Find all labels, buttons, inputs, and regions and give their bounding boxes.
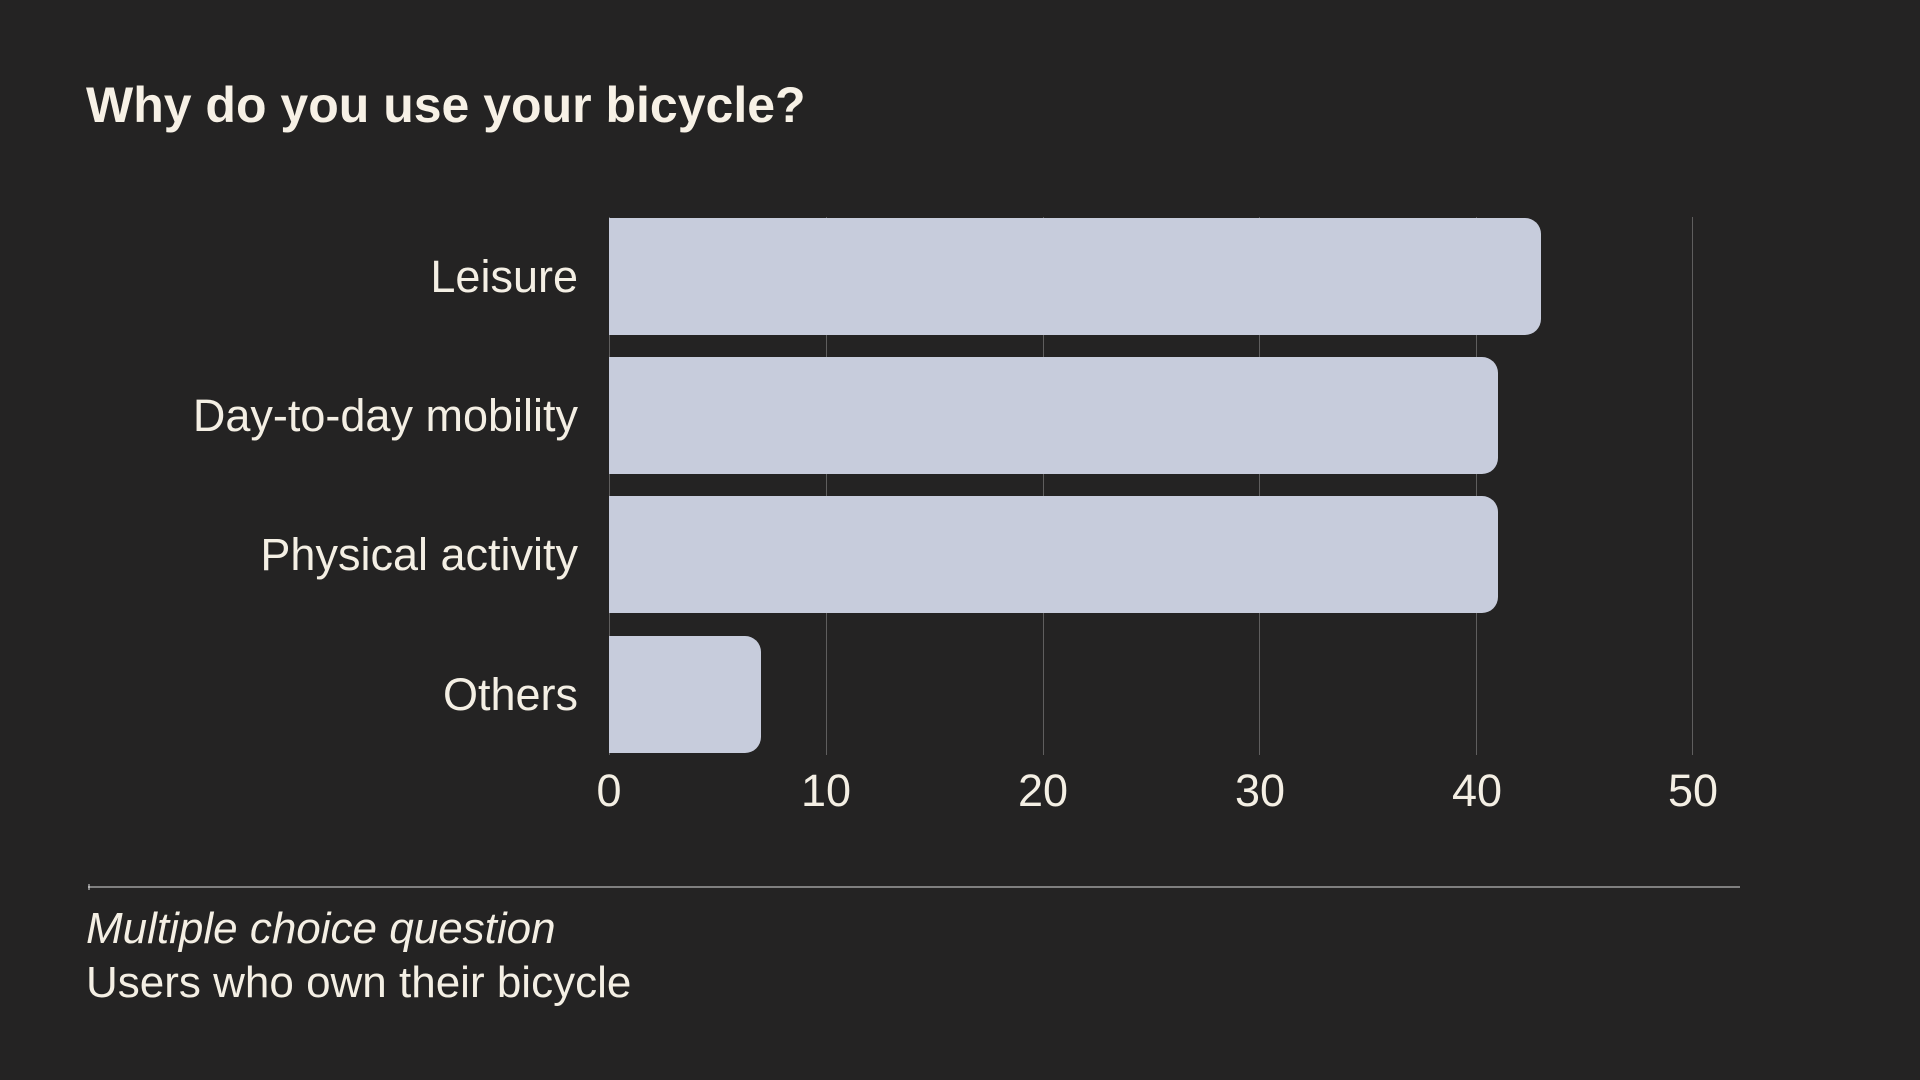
bar-others — [609, 636, 761, 753]
category-label-day-to-day-mobility: Day-to-day mobility — [192, 389, 578, 441]
gridline-50 — [1692, 217, 1693, 755]
bar-day-to-day-mobility — [609, 357, 1498, 474]
gridline-30 — [1259, 217, 1261, 755]
category-label-physical-activity: Physical activity — [260, 528, 578, 580]
footnote-question-type: Multiple choice question — [86, 904, 556, 953]
gridline-40 — [1476, 217, 1478, 755]
category-label-leisure: Leisure — [430, 250, 578, 302]
footnote-population: Users who own their bicycle — [86, 958, 632, 1007]
divider-left-cap — [88, 884, 90, 890]
bar-chart-plot-area — [609, 217, 1693, 755]
chart-title: Why do you use your bicycle? — [86, 77, 806, 133]
divider-line — [88, 884, 1740, 890]
bar-leisure — [609, 218, 1542, 335]
x-tick-0: 0 — [596, 765, 622, 816]
x-tick-30: 30 — [1234, 765, 1286, 816]
gridline-20 — [1042, 217, 1044, 755]
category-label-others: Others — [442, 668, 578, 720]
x-tick-20: 20 — [1017, 765, 1069, 816]
gridline-10 — [825, 217, 827, 755]
x-tick-10: 10 — [800, 765, 852, 816]
bar-physical-activity — [609, 496, 1498, 613]
x-tick-50: 50 — [1667, 765, 1719, 816]
gridline-0 — [609, 217, 610, 755]
x-tick-40: 40 — [1451, 765, 1503, 816]
